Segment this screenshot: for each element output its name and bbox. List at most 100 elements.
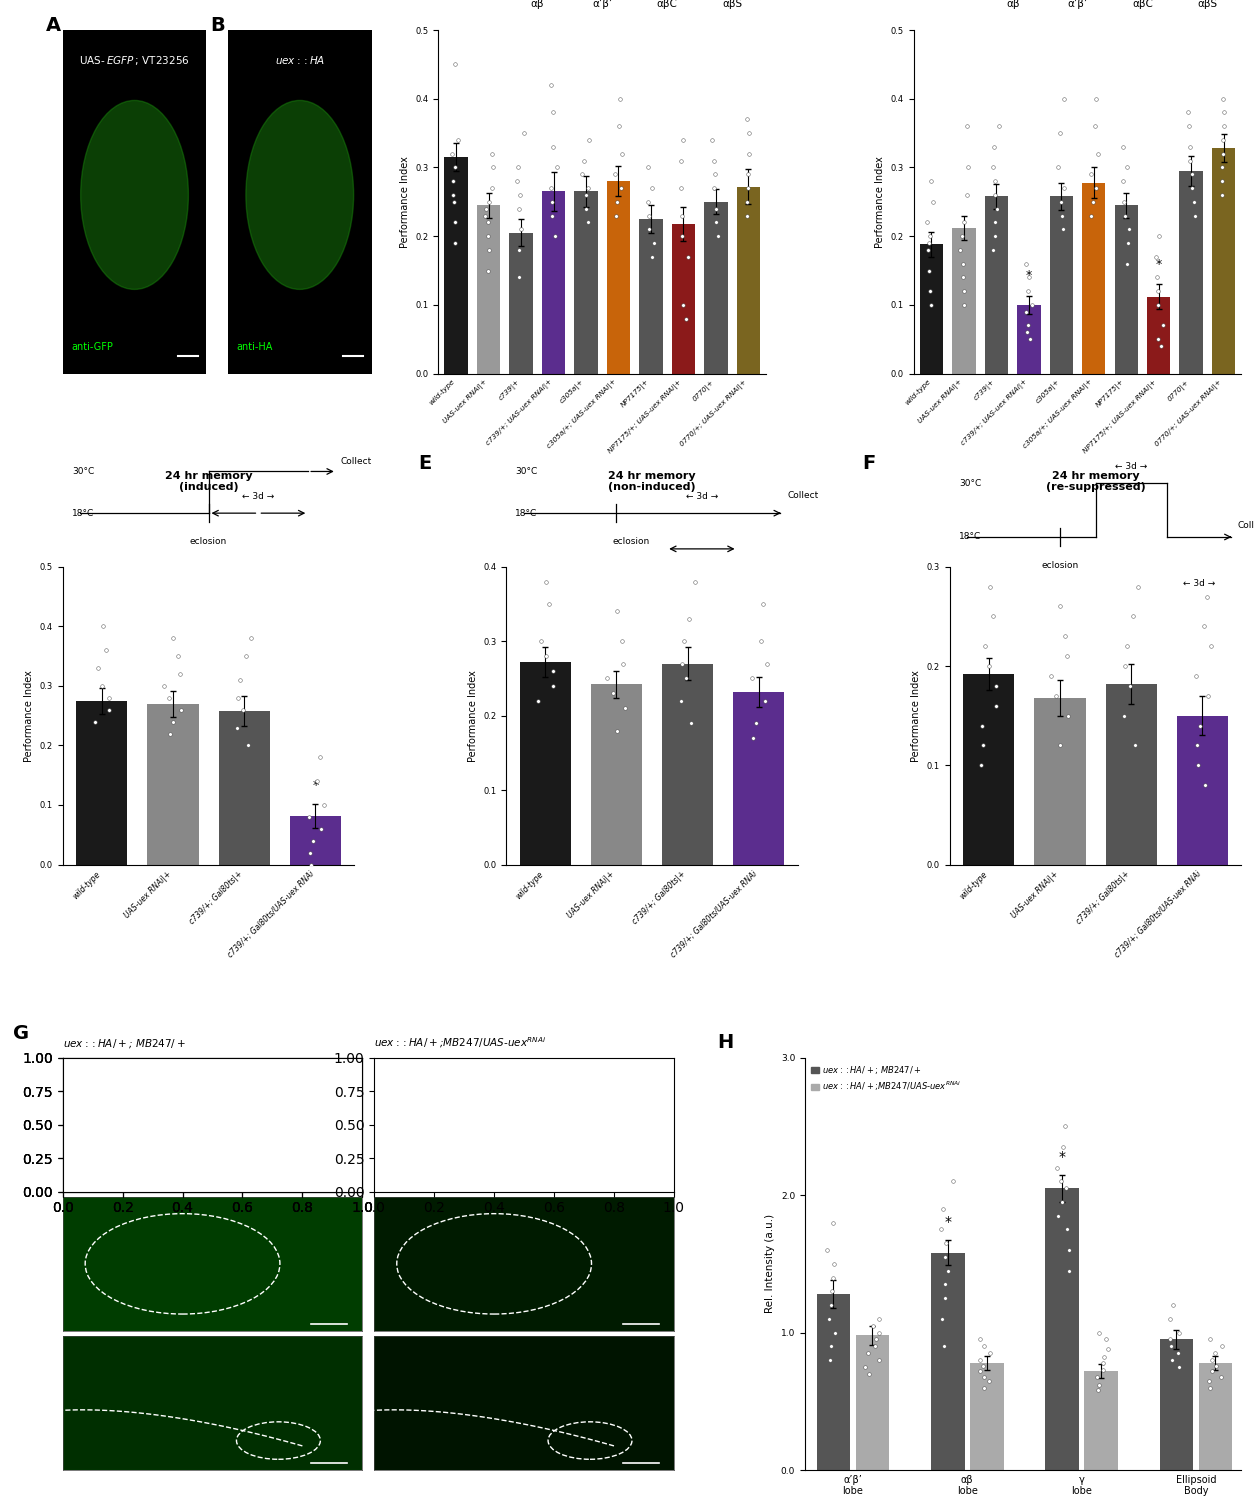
Bar (1147, 297, 1170, 374)
Point (508, 170, 528, 194)
Point (1160, 1328, 1180, 1352)
Point (509, 266, 529, 290)
Point (676, 306, 696, 330)
Point (1120, 674, 1140, 698)
Bar (816, 1294, 850, 1470)
Text: 30°C: 30°C (71, 466, 94, 476)
Point (869, 1348, 889, 1372)
Bar (662, 663, 714, 864)
Point (508, 156, 528, 180)
Point (983, 604, 1003, 628)
Text: *: * (312, 778, 319, 792)
Point (1057, 644, 1077, 668)
Point (1181, 162, 1201, 186)
Bar (984, 196, 1008, 374)
Point (1160, 1306, 1180, 1330)
Text: *: * (1026, 268, 1032, 282)
Point (88, 656, 108, 680)
Point (736, 190, 756, 214)
Text: αβC: αβC (657, 0, 677, 9)
Point (935, 1286, 956, 1310)
Point (1214, 114, 1234, 138)
Point (543, 674, 563, 698)
Point (1211, 156, 1231, 180)
Point (949, 238, 969, 262)
Point (169, 662, 189, 686)
Point (1180, 148, 1200, 172)
Point (1058, 704, 1078, 728)
Point (671, 176, 691, 200)
Point (983, 156, 1003, 180)
Bar (148, 704, 198, 864)
Point (542, 190, 562, 214)
Point (1213, 128, 1233, 152)
Point (1092, 1358, 1112, 1382)
Point (824, 1252, 844, 1276)
Point (863, 1314, 883, 1338)
Point (1186, 734, 1206, 758)
Point (739, 122, 759, 146)
Text: *: * (944, 1215, 952, 1230)
Point (1115, 204, 1135, 228)
Point (642, 176, 662, 200)
Point (1053, 217, 1073, 242)
Point (1021, 327, 1041, 351)
Text: H: H (717, 1034, 734, 1052)
Point (923, 190, 943, 214)
Point (1052, 204, 1072, 228)
Point (1016, 300, 1036, 324)
Point (537, 570, 557, 594)
Point (642, 244, 662, 268)
Point (1116, 252, 1136, 276)
Point (1114, 170, 1134, 194)
Point (676, 666, 696, 690)
Point (540, 176, 561, 200)
Title: 24 hr memory
(re-suppressed): 24 hr memory (re-suppressed) (1046, 471, 1145, 492)
Point (706, 196, 726, 220)
Point (478, 224, 498, 248)
Point (1180, 135, 1200, 159)
Point (1195, 772, 1215, 796)
Bar (607, 182, 631, 374)
Point (1199, 1368, 1219, 1392)
Point (1188, 753, 1208, 777)
Point (932, 1218, 952, 1242)
Text: anti-HA: anti-HA (237, 342, 273, 351)
Point (1205, 1341, 1225, 1365)
Point (543, 100, 563, 124)
Point (607, 718, 627, 742)
Point (1211, 183, 1231, 207)
Point (172, 698, 192, 721)
Text: α’β’: α’β’ (592, 0, 612, 9)
Point (971, 753, 991, 777)
Point (445, 53, 465, 76)
Point (1053, 176, 1073, 200)
Text: αβC: αβC (1132, 0, 1152, 9)
Text: eclosion: eclosion (1041, 561, 1078, 570)
Point (444, 190, 464, 214)
Point (163, 710, 183, 734)
Point (938, 1258, 958, 1282)
Point (479, 258, 499, 282)
Point (986, 674, 1006, 698)
Point (1093, 1352, 1114, 1376)
Bar (477, 206, 500, 374)
Point (971, 1328, 991, 1352)
Point (539, 592, 559, 616)
Point (159, 722, 179, 746)
Point (1210, 1365, 1230, 1389)
Point (640, 217, 660, 242)
Point (680, 608, 700, 631)
Point (737, 108, 757, 132)
Point (509, 196, 529, 220)
Point (742, 726, 762, 750)
Bar (963, 674, 1014, 864)
Point (1017, 252, 1037, 276)
Point (954, 210, 974, 234)
Point (1052, 1190, 1072, 1214)
Point (987, 196, 1007, 220)
Point (95, 638, 115, 662)
Point (509, 238, 529, 262)
Point (920, 170, 940, 194)
Point (159, 686, 179, 709)
